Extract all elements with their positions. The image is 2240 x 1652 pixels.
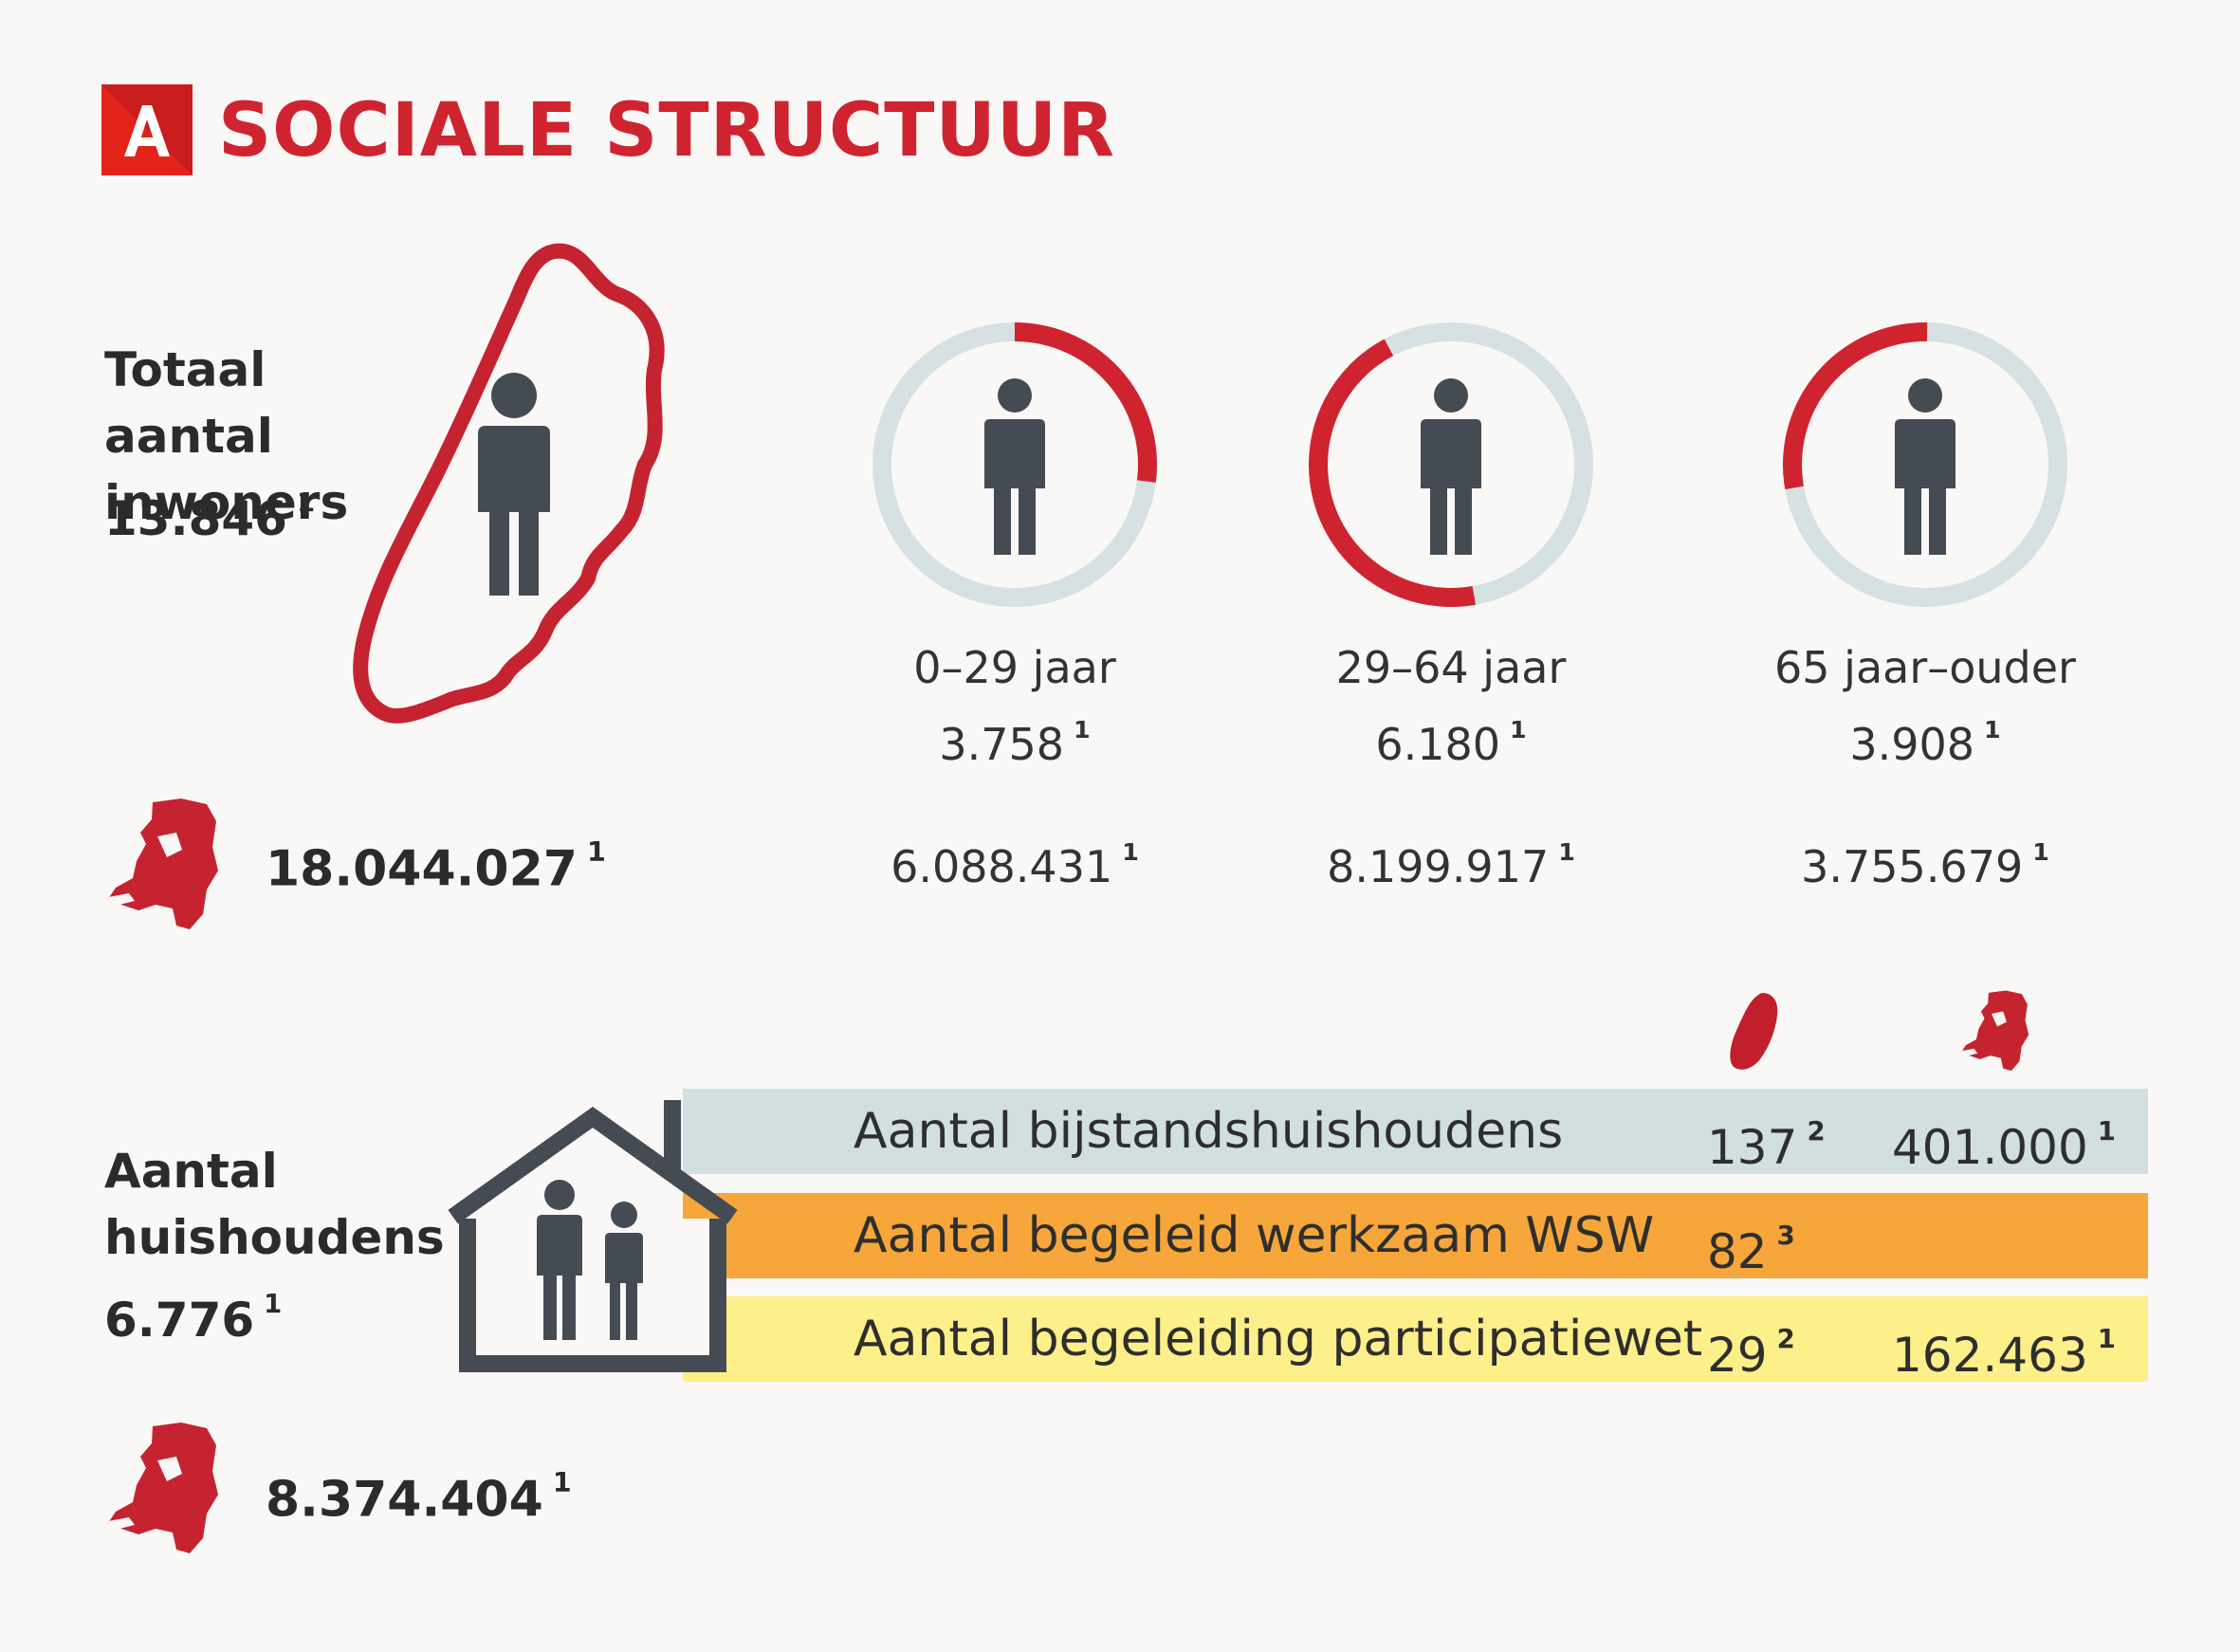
age-ring-29-64	[1309, 322, 1593, 607]
age-group-label: 29–64 jaar	[1335, 642, 1567, 693]
age-group-value: 6.180 1	[1375, 716, 1527, 770]
nl-value-65-plus: 3.755.679 1	[1801, 838, 2049, 892]
age-group-value: 3.908 1	[1849, 716, 2001, 770]
logo	[101, 84, 193, 175]
age-group-29-64: 29–64 jaar 6.180 1	[1252, 636, 1650, 776]
population-value: 13.846 1	[104, 487, 316, 546]
age-group-65-plus: 65 jaar–ouder 3.908 1	[1726, 636, 2124, 776]
house-icon	[448, 1100, 738, 1372]
person-icon	[1895, 378, 1955, 555]
netherlands-map-icon	[1961, 990, 2029, 1072]
municipality-map-icon	[1730, 993, 1778, 1070]
logo-a-icon	[101, 84, 193, 175]
table-row-bijstand: Aantal bijstandshuishoudens 137 2 401.000…	[683, 1089, 2148, 1175]
row-label: Aantal begeleid werkzaam WSW	[854, 1207, 1655, 1264]
age-ring-0-29	[872, 322, 1157, 607]
table-row-wsw: Aantal begeleid werkzaam WSW 82 3	[683, 1193, 2148, 1279]
nl-total-households: 8.374.404 1	[266, 1466, 572, 1529]
person-icon	[984, 378, 1045, 555]
row-nl-value: 401.000 1	[1892, 1116, 2116, 1175]
municipality-outline-icon	[353, 243, 665, 724]
households-value: 6.776 1	[104, 1289, 283, 1348]
nl-value-0-29: 6.088.431 1	[890, 838, 1139, 892]
households-label: Aantal huishoudens	[104, 1144, 445, 1265]
page-title: SOCIALE STRUCTUUR	[218, 88, 1116, 174]
row-local-value: 29 2	[1707, 1324, 1795, 1383]
row-nl-value: 162.463 1	[1892, 1324, 2116, 1383]
age-group-label: 65 jaar–ouder	[1774, 642, 2076, 693]
row-nl-value	[1892, 1193, 1901, 1294]
row-local-value: 137 2	[1707, 1116, 1826, 1175]
row-label: Aantal bijstandshuishoudens	[854, 1103, 1564, 1160]
age-group-label: 0–29 jaar	[913, 642, 1116, 693]
population-label: Totaal aantal inwoners	[104, 342, 349, 530]
row-local-value: 82 3	[1707, 1221, 1795, 1279]
age-group-0-29: 0–29 jaar 3.758 1	[816, 636, 1214, 776]
netherlands-map-icon	[108, 798, 218, 929]
person-icon	[1421, 378, 1481, 555]
row-label: Aantal begeleiding participatiewet	[854, 1311, 1703, 1367]
nl-value-29-64: 8.199.917 1	[1327, 838, 1575, 892]
table-row-participatie: Aantal begeleiding participatiewet 29 2 1…	[683, 1296, 2148, 1383]
netherlands-map-icon	[108, 1423, 218, 1553]
age-ring-65	[1783, 322, 2067, 607]
family-icon	[537, 1180, 643, 1340]
person-icon	[478, 373, 550, 596]
nl-total-population: 18.044.027 1	[266, 835, 606, 898]
age-group-value: 3.758 1	[939, 716, 1091, 770]
